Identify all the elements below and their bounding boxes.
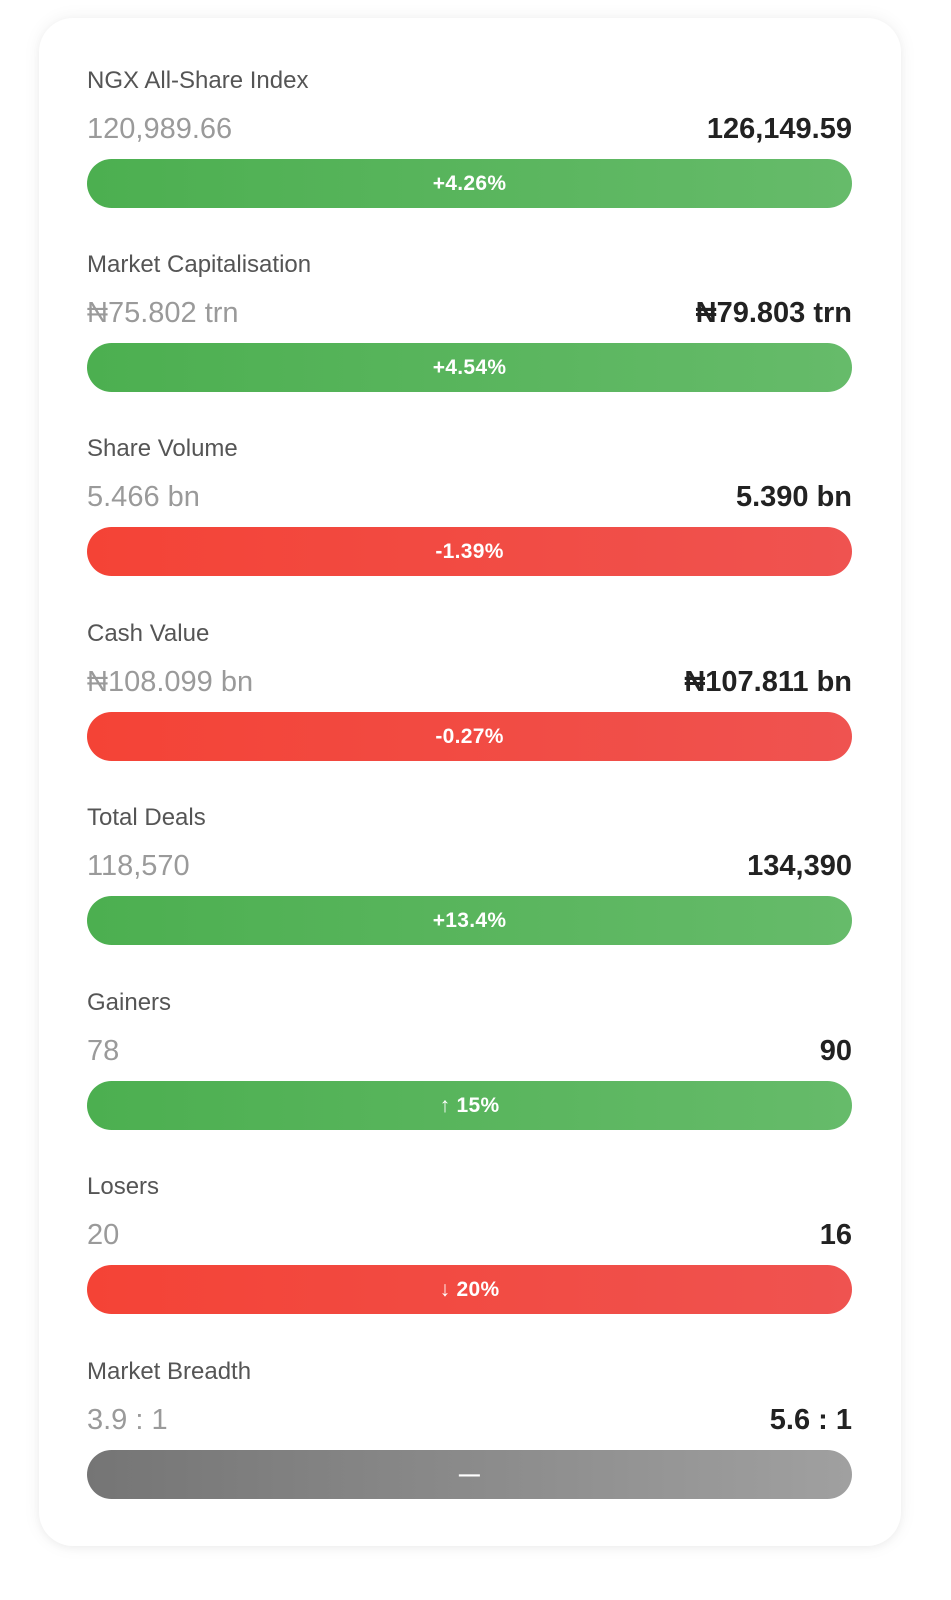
metric-previous-value: 118,570	[87, 850, 190, 882]
metric-label: Market Capitalisation	[87, 251, 312, 278]
metric-market-breadth: Market Breadth 3.9 : 1 5.6 : 1 —	[87, 1309, 852, 1499]
metric-previous-value: 120,989.66	[87, 113, 233, 145]
change-bar: ↑ 15%	[87, 1081, 852, 1130]
metric-cash-value: Cash Value ₦108.099 bn ₦107.811 bn -0.27…	[87, 571, 852, 761]
metric-previous-value: 78	[87, 1035, 120, 1067]
metric-previous-value: 5.466 bn	[87, 481, 200, 513]
metric-previous-value: ₦75.802 trn	[87, 297, 239, 329]
metric-current-value: 5.6 : 1	[769, 1404, 852, 1436]
metric-share-volume: Share Volume 5.466 bn 5.390 bn -1.39%	[87, 386, 852, 576]
metric-label: Share Volume	[87, 435, 238, 462]
metric-label: Market Breadth	[87, 1358, 252, 1385]
metric-previous-value: 3.9 : 1	[87, 1404, 168, 1436]
metric-current-value: 90	[819, 1035, 852, 1067]
metric-previous-value: 20	[87, 1219, 120, 1251]
metric-market-capitalisation: Market Capitalisation ₦75.802 trn ₦79.80…	[87, 202, 852, 392]
change-bar: —	[87, 1450, 852, 1499]
metric-current-value: 5.390 bn	[735, 481, 852, 513]
metric-label: Total Deals	[87, 804, 206, 831]
metric-current-value: ₦79.803 trn	[695, 297, 852, 329]
change-bar: -0.27%	[87, 712, 852, 761]
metric-label: Gainers	[87, 989, 172, 1016]
metric-gainers: Gainers 78 90 ↑ 15%	[87, 940, 852, 1130]
change-bar: ↓ 20%	[87, 1265, 852, 1314]
change-bar: -1.39%	[87, 527, 852, 576]
change-bar: +4.26%	[87, 159, 852, 208]
market-summary-card: NGX All-Share Index 120,989.66 126,149.5…	[39, 18, 901, 1546]
metric-current-value: 16	[819, 1219, 852, 1251]
change-bar: +4.54%	[87, 343, 852, 392]
metric-label: Cash Value	[87, 620, 210, 647]
metric-label: Losers	[87, 1173, 160, 1200]
metric-label: NGX All-Share Index	[87, 67, 309, 94]
metric-current-value: 126,149.59	[706, 113, 852, 145]
metric-losers: Losers 20 16 ↓ 20%	[87, 1124, 852, 1314]
change-bar: +13.4%	[87, 896, 852, 945]
metric-current-value: ₦107.811 bn	[684, 666, 852, 698]
metric-current-value: 134,390	[747, 850, 852, 882]
metric-previous-value: ₦108.099 bn	[87, 666, 254, 698]
metric-all-share-index: NGX All-Share Index 120,989.66 126,149.5…	[87, 18, 852, 208]
metric-total-deals: Total Deals 118,570 134,390 +13.4%	[87, 755, 852, 945]
